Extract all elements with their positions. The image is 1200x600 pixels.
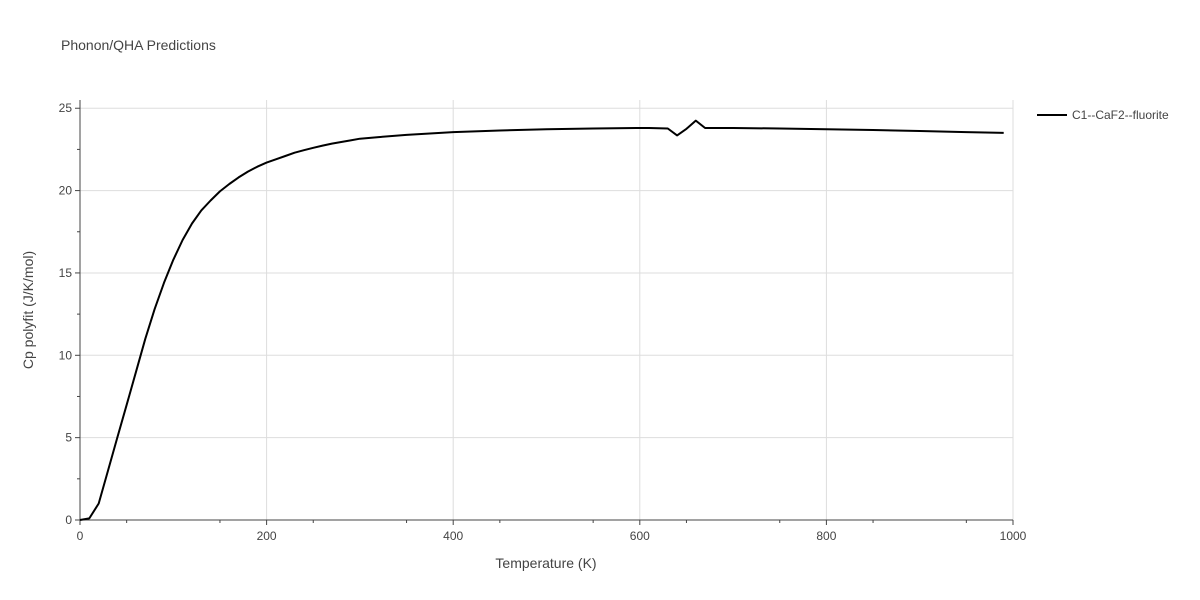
x-axis-label: Temperature (K) — [495, 555, 596, 571]
grid — [80, 100, 1014, 520]
legend-label: C1--CaF2--fluorite — [1072, 108, 1169, 122]
y-tick-label: 15 — [59, 266, 73, 280]
axes: 0 200 400 600 800 1000 0 5 10 15 20 25 — [59, 100, 1027, 543]
series-line[interactable] — [79, 119, 1004, 521]
chart-title: Phonon/QHA Predictions — [61, 37, 216, 53]
y-tick-label: 20 — [59, 184, 73, 198]
x-tick-label: 400 — [443, 529, 463, 543]
x-tick-label: 0 — [77, 529, 84, 543]
y-axis-label: Cp polyfit (J/K/mol) — [20, 251, 36, 369]
y-tick-label: 25 — [59, 101, 73, 115]
series-layer — [79, 119, 1004, 521]
x-tick-label: 1000 — [1000, 529, 1027, 543]
y-tick-label: 5 — [65, 431, 72, 445]
x-tick-label: 200 — [257, 529, 277, 543]
x-tick-label: 600 — [630, 529, 650, 543]
y-tick-label: 10 — [59, 348, 73, 362]
y-tick-label: 0 — [65, 513, 72, 527]
legend[interactable]: C1--CaF2--fluorite — [1037, 108, 1169, 122]
x-tick-label: 800 — [816, 529, 836, 543]
